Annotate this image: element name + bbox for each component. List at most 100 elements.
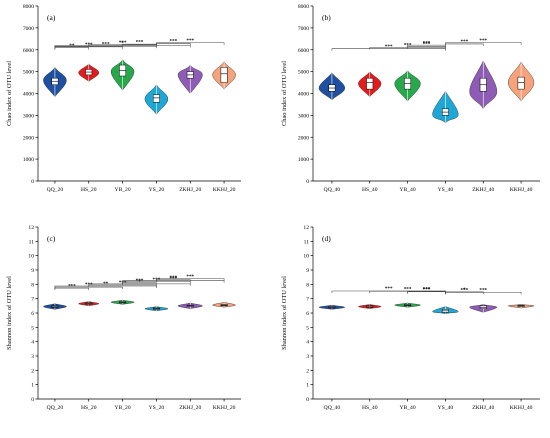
significance-bracket: [156, 42, 225, 45]
y-tick-label: 0: [31, 179, 34, 185]
significance-bracket: [407, 44, 446, 48]
y-tick-label: 1: [31, 383, 34, 389]
box-iqr: [220, 67, 228, 83]
significance-label: *: [138, 279, 141, 285]
significance-bracket: [445, 42, 522, 45]
panel-b: 0 1000 2000 3000 4000 5000 6000 7000 8000 Chao in…: [281, 4, 540, 193]
y-axis-label: Chao index of OTU level: [6, 61, 13, 126]
y-tick-label: 9: [31, 268, 34, 274]
significance-bracket: [122, 281, 191, 284]
significance-label: *: [121, 41, 124, 47]
x-tick-label: ZKHJ_40: [472, 405, 494, 411]
significance-label: ***: [460, 39, 468, 45]
y-tick-label: 6000: [23, 48, 34, 54]
y-tick-label: 2000: [298, 135, 309, 141]
y-tick-label: 8000: [23, 4, 34, 10]
significance-label: *: [463, 287, 466, 293]
x-tick-label: YB_20: [114, 187, 130, 193]
y-tick-label: 3000: [23, 113, 34, 119]
y-tick-label: 1: [306, 383, 309, 389]
significance-bracket: [156, 278, 225, 281]
y-tick-label: 6000: [298, 48, 309, 54]
significance-bracket: [445, 292, 522, 295]
significance-bracket: [88, 283, 191, 286]
y-tick-label: 6: [31, 311, 34, 317]
significance-label: ***: [186, 38, 194, 44]
x-tick-label: YB_20: [114, 405, 130, 411]
y-tick-label: 5: [306, 325, 309, 331]
y-tick-label: 3: [31, 354, 34, 360]
y-tick-label: 2000: [23, 135, 34, 141]
x-tick-label: YB_40: [399, 187, 415, 193]
x-tick-label: YB_40: [399, 405, 415, 411]
y-tick-label: 0: [306, 179, 309, 185]
y-tick-label: 10: [303, 254, 309, 260]
significance-label: ***: [385, 44, 393, 50]
y-tick-label: 5000: [23, 70, 34, 76]
significance-bracket: [156, 279, 191, 282]
y-tick-label: 11: [29, 239, 35, 245]
significance-label: ***: [68, 283, 76, 289]
significance-bracket: [122, 280, 225, 283]
y-tick-label: 12: [303, 225, 309, 231]
panel-label: (c): [47, 234, 56, 243]
y-tick-label: 4000: [298, 92, 309, 98]
x-tick-label: YS_20: [149, 405, 165, 411]
y-tick-label: 1000: [23, 157, 34, 163]
significance-bracket: [54, 285, 157, 288]
significance-bracket: [54, 286, 123, 290]
significance-label: ***: [385, 286, 393, 292]
significance-label: ***: [136, 39, 144, 45]
y-tick-label: 3: [306, 354, 309, 360]
panel-a: 0 1000 2000 3000 4000 5000 6000 7000 8000 Chao in…: [6, 4, 241, 193]
y-tick-label: 11: [304, 239, 310, 245]
y-tick-label: 5: [31, 325, 34, 331]
significance-bracket: [122, 282, 157, 285]
x-tick-label: QQ_20: [47, 405, 64, 411]
y-tick-label: 6: [306, 311, 309, 317]
significance-label: ***: [423, 287, 431, 293]
x-tick-label: ZKHJ_20: [179, 187, 201, 193]
significance-label: ***: [136, 278, 144, 284]
x-tick-label: HS_20: [81, 187, 97, 193]
y-axis-label: Shannon index of OTU level: [6, 276, 13, 350]
x-tick-label: QQ_40: [324, 187, 341, 193]
x-tick-label: YS_40: [438, 187, 454, 193]
y-tick-label: 0: [31, 397, 34, 403]
significance-label: ***: [423, 42, 431, 48]
x-tick-label: QQ_20: [47, 187, 64, 193]
y-axis-label: Chao index of OTU level: [281, 61, 288, 126]
y-tick-label: 0: [306, 397, 309, 403]
y-tick-label: 4: [31, 340, 34, 346]
y-tick-label: 12: [28, 225, 34, 231]
y-tick-label: 9: [306, 268, 309, 274]
x-tick-label: YS_40: [438, 405, 454, 411]
significance-label: ***: [479, 38, 487, 44]
y-tick-label: 2: [31, 368, 34, 374]
significance-label: ***: [102, 41, 110, 47]
y-tick-label: 5000: [298, 70, 309, 76]
x-tick-label: ZKHJ_40: [472, 187, 494, 193]
significance-label: **: [103, 281, 109, 287]
y-tick-label: 8: [306, 282, 309, 288]
box-iqr: [366, 77, 374, 90]
y-tick-label: 7: [31, 297, 34, 303]
x-tick-label: KKHJ_40: [510, 405, 533, 411]
x-tick-label: HS_40: [362, 187, 378, 193]
significance-label: ***: [460, 287, 468, 293]
significance-label: ***: [423, 40, 431, 46]
significance-label: ***: [169, 39, 177, 45]
panel-label: (a): [47, 13, 56, 22]
significance-label: ***: [479, 288, 487, 294]
box-iqr: [517, 76, 525, 90]
y-tick-label: 2: [306, 368, 309, 374]
significance-label: **: [69, 43, 75, 49]
y-tick-label: 8: [31, 282, 34, 288]
significance-bracket: [445, 43, 484, 46]
y-tick-label: 8000: [298, 4, 309, 10]
significance-label: ***: [169, 276, 177, 282]
significance-label: ***: [423, 287, 431, 293]
y-tick-label: 7000: [23, 26, 34, 32]
